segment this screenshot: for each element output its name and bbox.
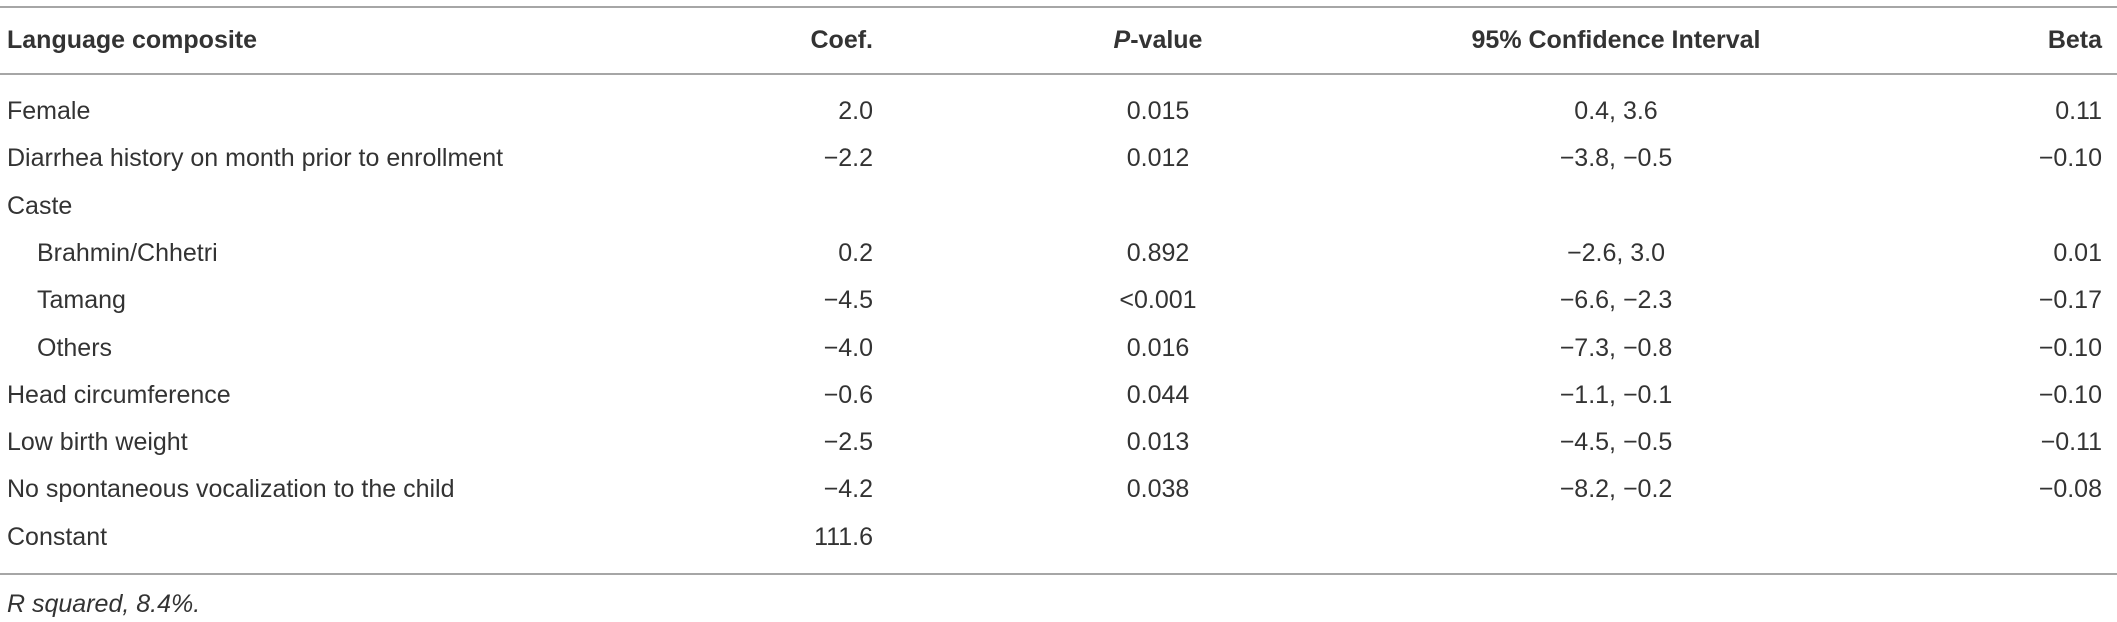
beta: −0.10 <box>2038 144 2102 173</box>
top-rule <box>0 6 2117 8</box>
confidence-interval: 0.4, 3.6 <box>1574 97 1658 125</box>
beta: −0.08 <box>2038 475 2102 504</box>
beta: −0.11 <box>2040 428 2102 457</box>
header-cell: 95% Confidence Interval <box>1471 26 1761 54</box>
footnote: R squared, 8.4%. <box>7 590 201 618</box>
header-text: -value <box>1130 26 1203 54</box>
p-value: 0.038 <box>1126 475 1190 504</box>
beta: −0.10 <box>2038 380 2102 409</box>
p-value: 0.044 <box>1126 380 1190 409</box>
header-cell: Beta <box>2047 26 2102 54</box>
confidence-interval: −2.6, 3.0 <box>1567 238 1665 267</box>
confidence-interval: −1.1, −0.1 <box>1559 380 1673 409</box>
coef: −2.5 <box>823 428 873 457</box>
p-value: 0.015 <box>1126 97 1190 125</box>
row-label: Others <box>37 333 113 362</box>
header-cell: Coef. <box>810 26 874 54</box>
confidence-interval: −8.2, −0.2 <box>1559 475 1673 504</box>
coef: −2.2 <box>823 144 873 173</box>
coef: 0.2 <box>838 238 873 267</box>
row-label: Female <box>7 97 91 125</box>
coef: −4.2 <box>823 475 873 504</box>
p-value: 0.892 <box>1126 238 1190 267</box>
coef: −0.6 <box>823 380 873 409</box>
row-label: Low birth weight <box>7 428 188 457</box>
p-value: 0.016 <box>1126 333 1190 362</box>
p-value: 0.012 <box>1126 144 1190 173</box>
p-value: 0.013 <box>1126 428 1190 457</box>
p-value: <0.001 <box>1119 286 1197 315</box>
coef: 111.6 <box>814 522 873 551</box>
header-cell: P-value <box>1114 25 1203 55</box>
row-label: No spontaneous vocalization to the child <box>7 475 455 504</box>
coef: −4.5 <box>823 286 873 315</box>
confidence-interval: −6.6, −2.3 <box>1559 286 1673 315</box>
row-label: Constant <box>7 522 108 551</box>
coef: −4.0 <box>823 333 873 362</box>
confidence-interval: −4.5, −0.5 <box>1559 428 1673 457</box>
confidence-interval: −7.3, −0.8 <box>1559 333 1673 362</box>
beta: 0.11 <box>2055 97 2102 125</box>
bottom-rule <box>0 573 2117 575</box>
beta: −0.17 <box>2038 286 2102 315</box>
header-rule <box>0 73 2117 75</box>
header-italic: P <box>1113 26 1131 54</box>
confidence-interval: −3.8, −0.5 <box>1559 144 1673 173</box>
coef: 2.0 <box>838 97 873 125</box>
row-label: Head circumference <box>7 380 231 409</box>
group-label: Caste <box>7 191 73 220</box>
beta: −0.10 <box>2038 333 2102 362</box>
row-label: Brahmin/Chhetri <box>37 238 218 267</box>
header-cell: Language composite <box>7 26 258 54</box>
row-label: Tamang <box>37 286 126 315</box>
beta: 0.01 <box>2053 238 2102 267</box>
row-label: Diarrhea history on month prior to enrol… <box>7 144 504 173</box>
